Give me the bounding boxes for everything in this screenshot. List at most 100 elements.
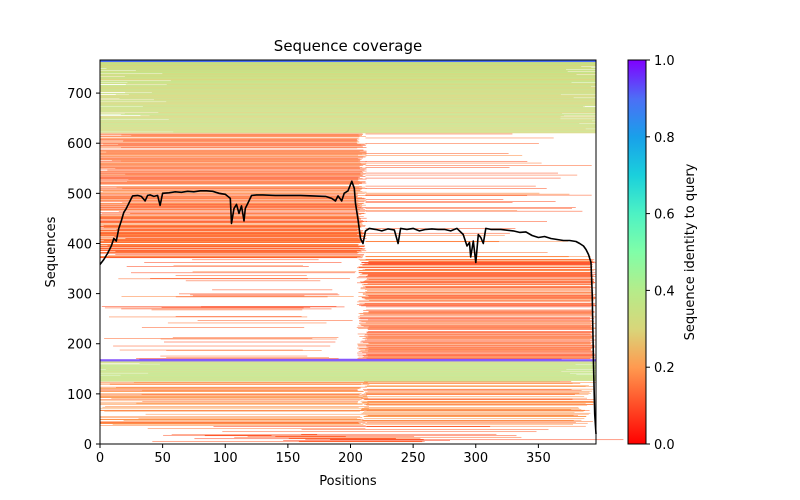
sequence-row-segment [100,97,574,99]
sequence-row-segment [166,357,329,358]
sequence-row-segment [104,410,360,412]
sequence-row-segment [136,402,358,404]
sequence-row-segment [357,343,591,345]
sequence-row-segment [115,254,364,255]
sequence-row-segment [100,192,359,194]
sequence-row-segment [100,164,366,165]
sequence-row-segment [170,80,596,82]
sequence-row-segment [100,359,596,361]
sequence-row-segment [357,354,596,356]
sequence-row-segment [367,401,595,402]
sequence-row-segment [100,102,596,103]
sequence-row-segment [118,278,308,280]
sequence-row-segment [100,233,366,234]
sequence-row-segment [175,296,328,298]
sequence-row-segment [100,60,596,62]
sequence-row-segment [369,300,594,301]
sequence-row-segment [358,292,592,293]
sequence-row-segment [100,257,358,258]
sequence-row-segment [122,201,359,203]
sequence-row-segment [213,426,491,427]
sequence-row-segment [362,338,593,339]
sequence-row-segment [100,79,596,81]
sequence-row-segment [152,440,425,442]
sequence-row-segment [103,143,367,145]
sequence-row-segment [139,363,596,364]
sequence-row-segment [133,382,368,383]
sequence-row-segment [100,164,362,166]
sequence-row-segment [100,243,358,245]
sequence-row-segment [288,437,421,439]
sequence-row-segment [100,100,596,102]
sequence-row-segment [357,325,593,327]
sequence-row-segment [100,109,596,111]
sequence-row-segment [100,245,365,247]
sequence-row-segment [100,182,367,184]
sequence-row-segment [100,136,360,138]
sequence-row-segment [364,390,582,391]
y-tick-label: 100 [67,388,92,403]
sequence-row-segment [100,170,367,172]
sequence-row-segment [100,203,364,204]
sequence-row-segment [357,352,595,354]
sequence-row-segment [364,407,579,408]
sequence-row-segment [360,410,590,411]
sequence-row-segment [360,408,572,410]
sequence-row-segment [100,240,363,242]
sequence-row-segment [100,378,596,380]
sequence-row-segment [100,250,367,252]
sequence-row-segment [362,293,593,294]
sequence-row-segment [365,208,572,209]
sequence-row-segment [100,141,360,143]
sequence-row-segment [100,88,596,90]
sequence-row-segment [222,431,537,433]
sequence-row-segment [234,436,522,438]
sequence-row-segment [100,178,367,180]
sequence-row-segment [100,252,359,253]
sequence-row-segment [359,274,592,276]
sequence-row-segment [367,415,578,416]
sequence-row-segment [100,132,596,133]
sequence-row-segment [168,119,597,120]
sequence-row-segment [100,93,596,94]
sequence-row-segment [100,193,365,194]
sequence-row-segment [100,177,360,178]
sequence-row-segment [361,273,591,275]
sequence-row-segment [366,425,586,427]
sequence-row-segment [100,128,586,130]
sequence-row-segment [365,207,576,208]
sequence-row-segment [362,352,592,353]
sequence-row-segment [100,153,362,155]
sequence-row-segment [365,201,556,202]
sequence-row-segment [357,333,591,335]
sequence-row-segment [368,331,593,332]
sequence-row-segment [100,77,596,79]
sequence-row-segment [175,275,307,276]
sequence-row-segment [100,423,360,424]
sequence-row-segment [100,218,361,219]
sequence-row-segment [100,139,357,141]
colorbar-label: Sequence identity to query [683,163,698,340]
sequence-row-segment [366,346,596,348]
sequence-row-segment [100,256,363,258]
sequence-row-segment [362,265,590,266]
sequence-row-segment [100,117,596,119]
sequence-row-segment [361,421,593,422]
sequence-row-segment [100,404,363,405]
sequence-row-segment [106,68,596,70]
sequence-row-segment [105,406,369,407]
sequence-row-segment [100,421,359,423]
sequence-row-segment [359,315,594,316]
sequence-row-segment [108,255,364,257]
sequence-row-segment [100,387,360,389]
sequence-row-segment [102,406,359,408]
sequence-row-segment [368,319,591,321]
sequence-row-segment [100,166,360,167]
sequence-row-segment [100,87,596,88]
sequence-row-segment [364,263,592,265]
sequence-row-segment [365,192,540,194]
sequence-row-segment [100,236,361,238]
sequence-row-segment [367,290,594,291]
sequence-row-segment [123,420,369,421]
sequence-row-segment [100,391,364,392]
